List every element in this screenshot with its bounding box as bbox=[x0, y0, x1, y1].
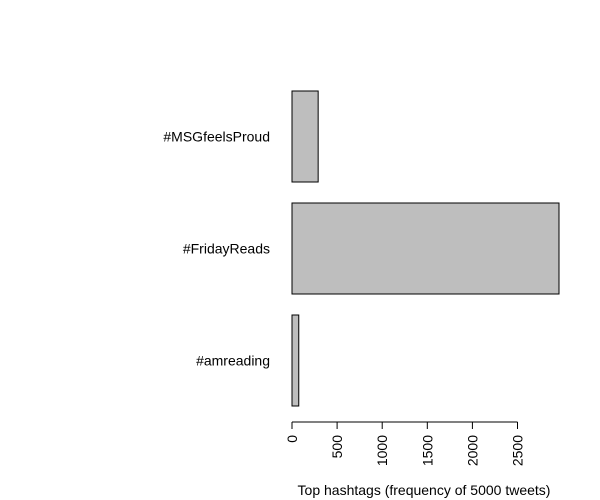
x-tick-label: 0 bbox=[284, 435, 300, 443]
category-label: #MSGfeelsProud bbox=[163, 129, 270, 145]
bar-msgfeelsproud bbox=[291, 90, 319, 183]
x-axis-label: Top hashtags (frequency of 5000 tweets) bbox=[298, 482, 551, 498]
bars-group bbox=[291, 90, 560, 407]
bar-amreading bbox=[291, 314, 300, 407]
x-axis: 0 500 1000 1500 2000 2500 bbox=[284, 421, 526, 466]
bar-fridayreads bbox=[291, 202, 560, 295]
category-label: #FridayReads bbox=[183, 241, 270, 257]
category-label: #amreading bbox=[196, 353, 270, 369]
x-tick-label: 2000 bbox=[464, 435, 480, 466]
x-tick-label: 2500 bbox=[510, 435, 526, 466]
category-labels: #amreading #FridayReads #MSGfeelsProud bbox=[163, 129, 270, 369]
x-tick-label: 1000 bbox=[374, 435, 390, 466]
x-tick-label: 1500 bbox=[419, 435, 435, 466]
x-tick-label: 500 bbox=[329, 435, 345, 459]
